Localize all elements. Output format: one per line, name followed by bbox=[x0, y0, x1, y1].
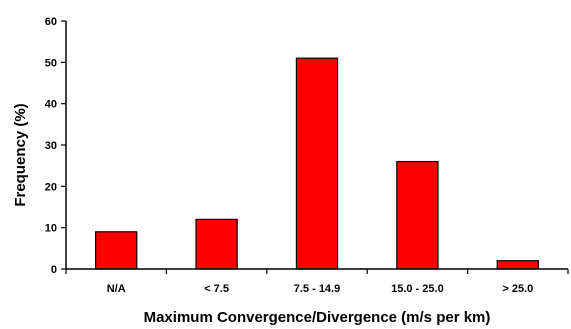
y-tick-label: 20 bbox=[45, 181, 57, 193]
x-tick-label: 15.0 - 25.0 bbox=[391, 283, 444, 295]
bar bbox=[496, 260, 539, 270]
y-tick-label: 50 bbox=[45, 57, 57, 69]
y-axis-ticks: 0 10 20 30 40 50 60 bbox=[45, 16, 66, 276]
bars bbox=[95, 57, 539, 270]
x-tick-label: 7.5 - 14.9 bbox=[294, 283, 340, 295]
x-tick-label: N/A bbox=[107, 283, 126, 295]
bar bbox=[95, 231, 138, 270]
x-tick-label: > 25.0 bbox=[502, 283, 533, 295]
x-axis-ticks: N/A < 7.5 7.5 - 14.9 15.0 - 25.0 > 25.0 bbox=[65, 269, 569, 295]
y-tick-label: 60 bbox=[45, 16, 57, 28]
y-tick-label: 0 bbox=[51, 264, 57, 276]
y-axis-title: Frequency (%) bbox=[12, 103, 29, 206]
y-tick-label: 30 bbox=[45, 140, 57, 152]
bar bbox=[396, 160, 439, 270]
y-tick-label: 10 bbox=[45, 223, 57, 235]
y-tick-label: 40 bbox=[45, 99, 57, 111]
bar bbox=[295, 57, 339, 270]
x-tick-label: < 7.5 bbox=[204, 283, 229, 295]
bar bbox=[195, 218, 238, 270]
x-axis-title: Maximum Convergence/Divergence (m/s per … bbox=[144, 309, 491, 326]
